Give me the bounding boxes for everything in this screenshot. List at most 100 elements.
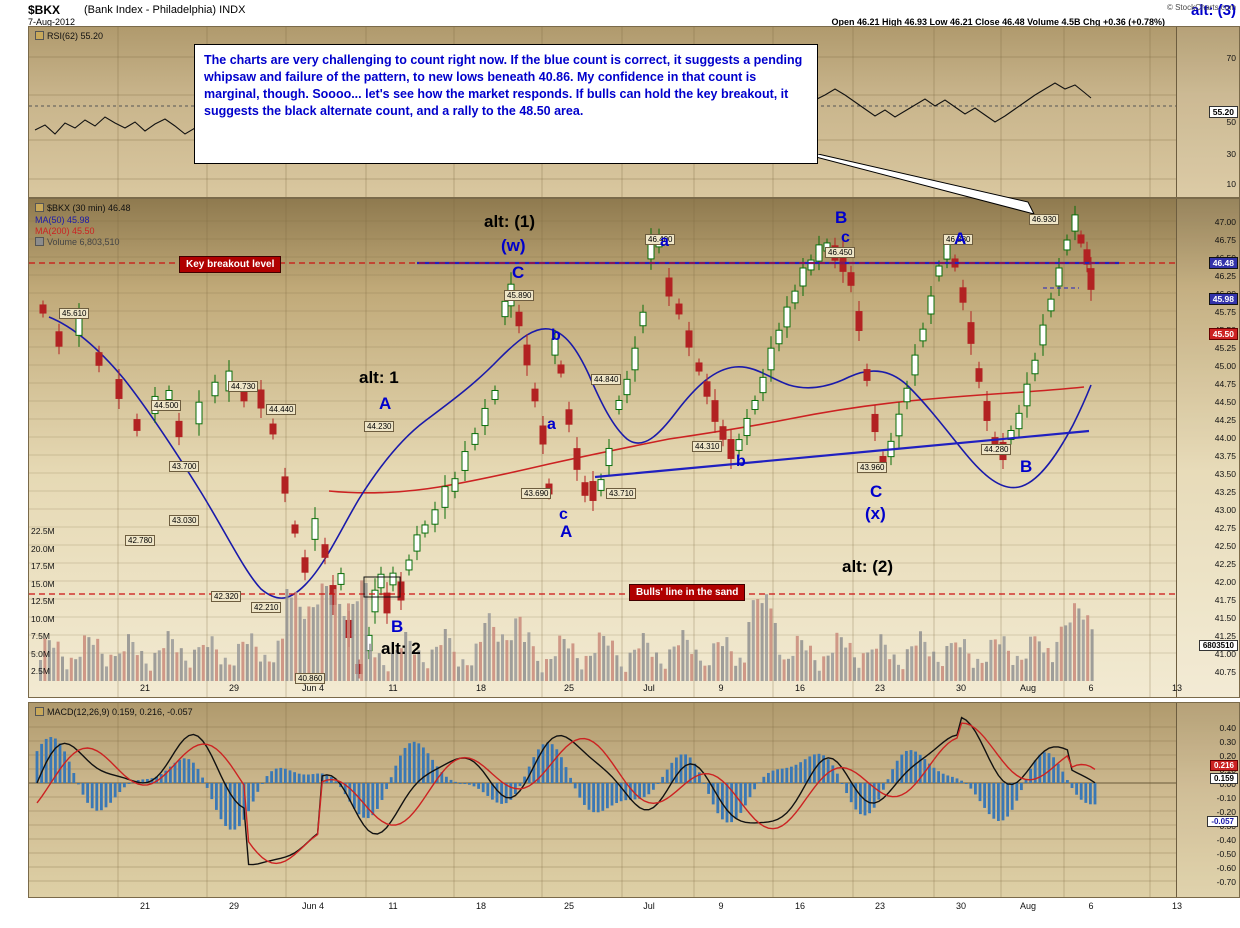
rsi-legend-swatch <box>35 31 44 40</box>
x-axis-tick: 18 <box>475 683 486 693</box>
price-ytick: 46.25 <box>1214 271 1236 281</box>
x-axis-tick: 21 <box>139 683 150 693</box>
x-axis-tick: 18 <box>475 901 486 911</box>
swing-price-tag: 44.500 <box>151 400 182 411</box>
price-ytick: 41.25 <box>1214 631 1236 641</box>
wave-label: (w) <box>501 236 526 255</box>
swing-price-tag: 43.710 <box>606 488 637 499</box>
price-ytick: 42.75 <box>1214 523 1236 533</box>
callout-pointer <box>812 154 1035 214</box>
wave-label: A <box>954 229 967 248</box>
macd-legend: MACD(12,26,9) 0.159, 0.216, -0.057 <box>35 707 193 717</box>
rsi-ytick-30: 30 <box>1226 149 1236 159</box>
x-axis-tick: Aug <box>1019 683 1036 693</box>
wave-label: a <box>547 416 556 433</box>
price-ytick: 45.75 <box>1214 307 1236 317</box>
x-axis-tick: 13 <box>1171 683 1182 693</box>
wave-label: alt: 1 <box>359 368 399 387</box>
rsi-value-tag: 55.20 <box>1208 106 1238 118</box>
callout-box: The charts are very challenging to count… <box>194 44 818 164</box>
x-axis-tick: 23 <box>874 901 885 911</box>
price-ytick: 41.75 <box>1214 595 1236 605</box>
price-ytick: 43.00 <box>1214 505 1236 515</box>
macd-ytick: 0.20 <box>1219 751 1236 761</box>
volume-ytick: 12.5M <box>31 596 55 606</box>
wave-label: b <box>551 327 561 344</box>
price-ytick: 45.00 <box>1214 361 1236 371</box>
swing-price-tag: 43.960 <box>857 462 888 473</box>
price-ytick: 42.00 <box>1214 577 1236 587</box>
volume-ytick: 7.5M <box>31 631 50 641</box>
x-axis-tick: 9 <box>718 901 724 911</box>
price-legend-swatch <box>35 203 44 212</box>
swing-price-tag: 42.210 <box>251 602 282 613</box>
swing-price-tag: 44.730 <box>228 381 259 392</box>
ma50-legend: MA(50) 45.98 <box>35 215 90 225</box>
wave-label: A <box>379 394 392 413</box>
swing-price-tag: 43.700 <box>169 461 200 472</box>
volume-legend: Volume 6,803,510 <box>35 237 120 247</box>
wave-label: c <box>841 229 850 246</box>
price-ytick: 41.00 <box>1214 649 1236 659</box>
wave-label: alt: 2 <box>381 639 421 658</box>
key-breakout-label: Key breakout level <box>179 256 282 273</box>
price-ytick: 44.25 <box>1214 415 1236 425</box>
swing-price-tag: 43.690 <box>521 488 552 499</box>
swing-price-tag: 46.400 <box>645 234 676 245</box>
ytag-ma50: 45.98 <box>1208 293 1238 305</box>
x-axis-tick: Jul <box>643 683 655 693</box>
macd-ytick: -0.50 <box>1216 849 1236 859</box>
macd-ytick: 0.40 <box>1219 723 1236 733</box>
macd-ytick: -0.10 <box>1216 793 1236 803</box>
rsi-legend: RSI(62) 55.20 <box>35 31 103 41</box>
x-axis-tick: 9 <box>718 683 724 693</box>
price-graphic <box>29 199 1177 697</box>
wave-label: b <box>736 453 746 470</box>
x-axis-tick: 30 <box>955 901 966 911</box>
rsi-y-axis: 70 50 30 10 55.20 <box>1176 27 1239 197</box>
volume-ytick: 22.5M <box>31 526 55 536</box>
macd-ytick: 0.30 <box>1219 737 1236 747</box>
macd-graphic <box>29 703 1177 897</box>
x-axis-tick: Jun 4 <box>301 683 325 693</box>
rsi-ytick-70: 70 <box>1226 53 1236 63</box>
wave-label: B <box>391 617 404 636</box>
price-ytick: 40.75 <box>1214 667 1236 677</box>
price-legend: $BKX (30 min) 46.48 <box>35 203 131 213</box>
price-ytick: 43.75 <box>1214 451 1236 461</box>
swing-price-tag: 44.310 <box>692 441 723 452</box>
x-axis-tick: Jun 4 <box>301 901 325 911</box>
index-name: (Bank Index - Philadelphia) INDX <box>84 4 246 16</box>
wave-label: c <box>559 506 568 523</box>
x-axis-tick: 21 <box>139 901 150 911</box>
macd-legend-text: MACD(12,26,9) 0.159, 0.216, -0.057 <box>47 707 193 717</box>
watermark: © StockCharts.com <box>1166 3 1236 12</box>
symbol-title: $BKX <box>28 3 61 17</box>
price-panel: $BKX (30 min) 46.48 MA(50) 45.98 MA(200)… <box>28 198 1240 698</box>
swing-price-tag: 44.230 <box>364 421 395 432</box>
macd-legend-swatch <box>35 707 44 716</box>
x-axis-tick: 16 <box>794 901 805 911</box>
swing-price-tag: 42.780 <box>125 535 156 546</box>
price-ytick: 46.75 <box>1214 235 1236 245</box>
price-ytick: 45.25 <box>1214 343 1236 353</box>
price-legend-text: $BKX (30 min) 46.48 <box>47 203 131 213</box>
x-axis-tick: 6 <box>1088 901 1094 911</box>
volume-ytick: 15.0M <box>31 578 55 589</box>
ytag-ma200: 45.50 <box>1208 328 1238 340</box>
macd-plot-area: MACD(12,26,9) 0.159, 0.216, -0.057 0.40 0… <box>29 703 1239 897</box>
price-ytick: 44.50 <box>1214 397 1236 407</box>
swing-price-tag: 42.320 <box>211 591 242 602</box>
x-axis-tick: 23 <box>874 683 885 693</box>
quote-line: Open 46.21 High 46.93 Low 46.21 Close 46… <box>831 17 1165 27</box>
macd-ytick: -0.60 <box>1216 863 1236 873</box>
volume-ytick: 2.5M <box>31 666 50 676</box>
macd-ytick: -0.20 <box>1216 807 1236 817</box>
swing-price-tag: 44.840 <box>591 374 622 385</box>
swing-price-tag: 44.280 <box>981 444 1012 455</box>
wave-label: C <box>870 482 883 501</box>
volume-ytick: 20.0M <box>31 543 55 554</box>
wave-label: alt: (2) <box>842 557 893 576</box>
swing-price-tag: 43.030 <box>169 515 200 526</box>
macd-tag-macd: 0.159 <box>1209 773 1238 784</box>
